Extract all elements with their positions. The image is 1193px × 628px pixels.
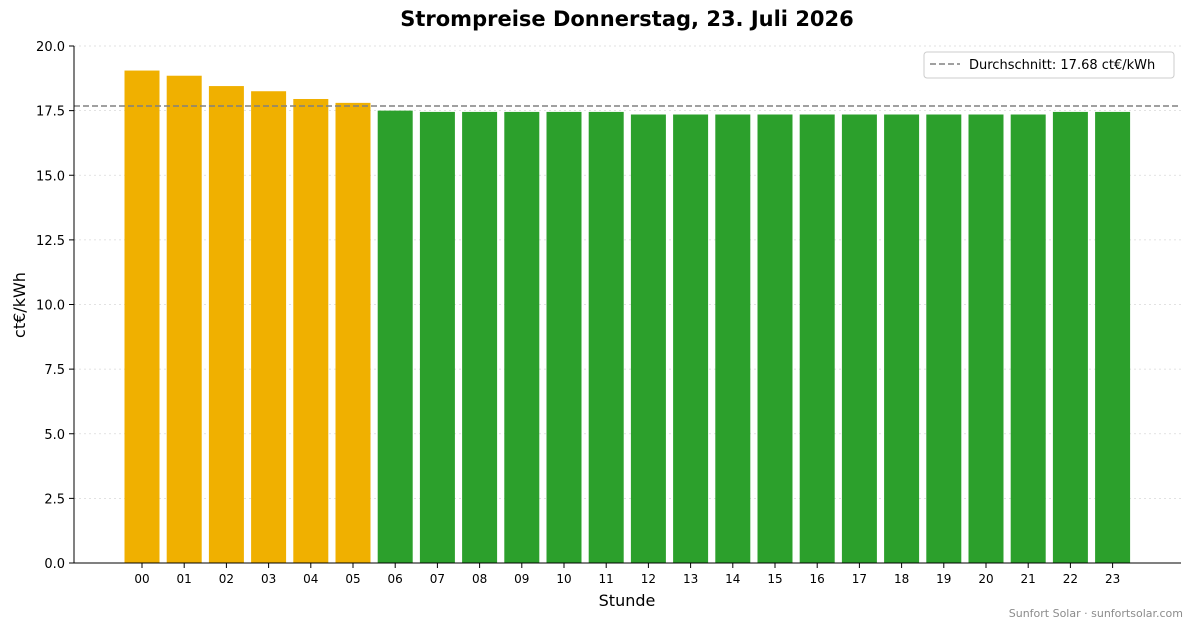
x-axis-label: Stunde xyxy=(599,591,656,610)
x-tick-label: 15 xyxy=(767,572,782,586)
bar-08 xyxy=(462,111,498,563)
x-tick-label: 12 xyxy=(641,572,656,586)
bar-17 xyxy=(841,114,877,563)
y-axis-label: ct€/kWh xyxy=(10,272,29,338)
x-ticks: 00 01 02 03 04 05 06 07 08 09 10 11 12 13 14 15 16 17 18 19… xyxy=(134,563,1120,586)
x-tick-label: 02 xyxy=(219,572,234,586)
bar-20 xyxy=(968,114,1004,563)
bar-00 xyxy=(124,70,160,564)
footer-credit: Sunfort Solar · sunfortsolar.com xyxy=(1009,607,1183,620)
x-tick-label: 04 xyxy=(303,572,318,586)
bar-15 xyxy=(757,114,793,563)
bars xyxy=(124,70,1131,564)
x-tick-label: 08 xyxy=(472,572,487,586)
x-tick-label: 05 xyxy=(345,572,360,586)
x-tick-label: 01 xyxy=(177,572,192,586)
bar-12 xyxy=(630,114,666,563)
x-tick-label: 19 xyxy=(936,572,951,586)
x-tick-label: 17 xyxy=(852,572,867,586)
y-tick-label: 12.5 xyxy=(36,234,65,249)
bar-16 xyxy=(799,114,835,563)
chart-title: Strompreise Donnerstag, 23. Juli 2026 xyxy=(400,7,854,31)
x-tick-label: 22 xyxy=(1063,572,1078,586)
x-tick-label: 20 xyxy=(978,572,993,586)
y-tick-label: 2.5 xyxy=(44,492,65,507)
x-tick-label: 03 xyxy=(261,572,276,586)
y-tick-label: 7.5 xyxy=(44,363,65,378)
bar-07 xyxy=(419,111,455,563)
bar-09 xyxy=(504,111,540,563)
y-tick-label: 5.0 xyxy=(44,428,65,443)
x-tick-label: 13 xyxy=(683,572,698,586)
y-tick-label: 10.0 xyxy=(36,299,65,314)
x-tick-label: 11 xyxy=(599,572,614,586)
bar-13 xyxy=(673,114,709,563)
legend-average-label: Durchschnitt: 17.68 ct€/kWh xyxy=(969,58,1155,73)
x-tick-label: 06 xyxy=(388,572,403,586)
bar-10 xyxy=(546,111,582,563)
bar-06 xyxy=(377,110,413,563)
y-ticks: 0.0 2.5 5.0 7.5 10.0 12.5 15.0 17.5 20.0 xyxy=(36,40,74,572)
x-tick-label: 21 xyxy=(1021,572,1036,586)
x-tick-label: 23 xyxy=(1105,572,1120,586)
x-tick-label: 07 xyxy=(430,572,445,586)
y-tick-label: 17.5 xyxy=(36,105,65,120)
bar-21 xyxy=(1010,114,1046,563)
x-tick-label: 18 xyxy=(894,572,909,586)
bar-03 xyxy=(251,91,287,564)
x-tick-label: 16 xyxy=(810,572,825,586)
y-tick-label: 20.0 xyxy=(36,40,65,55)
y-tick-label: 0.0 xyxy=(44,557,65,572)
legend-box xyxy=(923,51,1175,79)
bar-19 xyxy=(926,114,962,563)
x-tick-label: 14 xyxy=(725,572,740,586)
x-tick-label: 09 xyxy=(514,572,529,586)
bar-01 xyxy=(166,75,202,563)
bar-23 xyxy=(1095,111,1131,563)
bar-11 xyxy=(588,111,624,563)
bar-22 xyxy=(1052,111,1088,563)
legend: Durchschnitt: 17.68 ct€/kWh xyxy=(923,51,1175,79)
y-tick-label: 15.0 xyxy=(36,169,65,184)
bar-14 xyxy=(715,114,751,563)
x-tick-label: 00 xyxy=(134,572,149,586)
bar-18 xyxy=(884,114,920,563)
bar-05 xyxy=(335,102,371,564)
bar-04 xyxy=(293,98,329,564)
x-tick-label: 10 xyxy=(556,572,571,586)
bar-02 xyxy=(208,86,244,563)
